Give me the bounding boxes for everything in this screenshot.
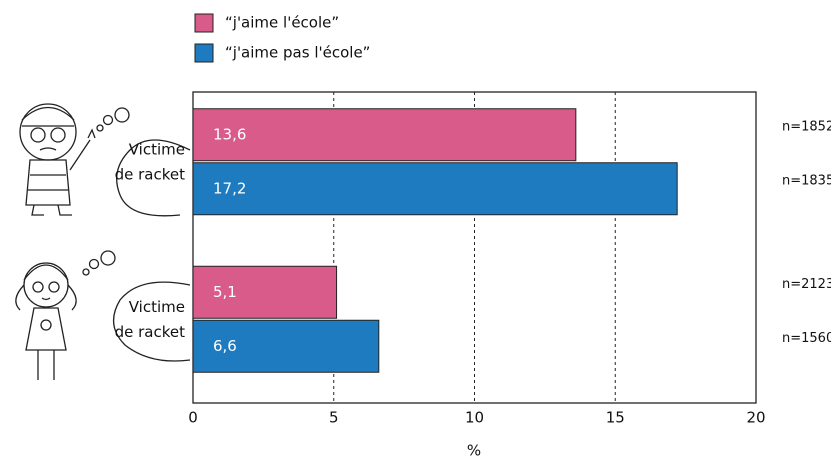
category-label: de racket [115,323,186,341]
bar-value-label: 13,6 [213,125,246,143]
bar [192,108,577,162]
x-axis-label: % [467,442,481,458]
bar [192,265,338,319]
legend-label: “j'aime pas l'école” [225,44,370,62]
x-tick-label: 0 [188,409,198,427]
bar [192,162,678,216]
x-tick-label: 10 [465,409,484,427]
bar-value-label: 6,6 [213,337,237,355]
sample-size-label: n=1835 [782,173,831,188]
sample-size-label: n=1852 [782,119,831,134]
category-label: de racket [115,165,186,183]
bar [192,319,380,373]
sample-size-label: n=1560 [782,331,831,346]
x-tick-label: 5 [329,409,339,427]
sample-size-label: n=2123 [782,277,831,292]
bar-value-label: 5,1 [213,283,237,301]
x-tick-label: 20 [746,409,765,427]
x-tick-label: 15 [606,409,625,427]
legend-swatch [194,43,214,63]
legend-swatch [194,13,214,33]
legend-label: “j'aime l'école” [225,14,339,32]
bar-value-label: 17,2 [213,179,246,197]
category-label: Victime [129,298,185,316]
boy-doodle [19,103,191,217]
category-label: Victime [129,140,185,158]
plot-frame [192,91,757,404]
girl-doodle [15,250,191,380]
